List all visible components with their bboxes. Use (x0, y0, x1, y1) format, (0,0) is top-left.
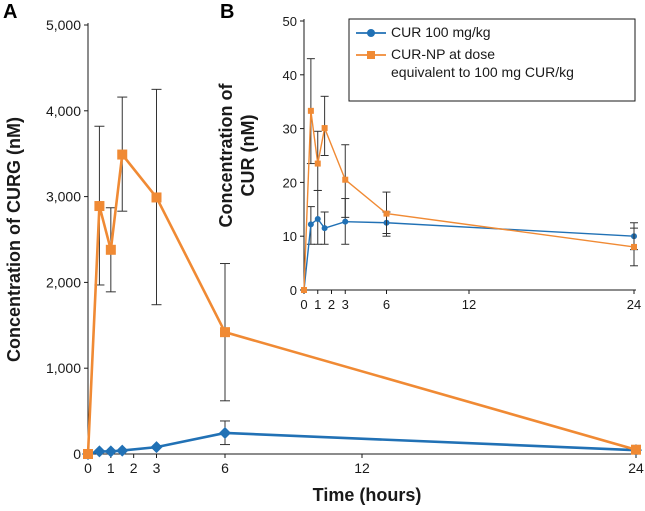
panel-b-x-tick-label: 6 (383, 297, 390, 312)
panel-b-legend-box (348, 18, 636, 102)
panel-a-y-tick-label: 3,000 (46, 189, 81, 205)
panel-a-data-point (105, 244, 116, 255)
panel-a-data-point (117, 149, 128, 160)
panel-a-x-tick-label: 24 (628, 460, 644, 476)
panel-a-y-axis-title: Concentration of CURG (nM) (4, 117, 24, 362)
panel-b-x-tick-label: 3 (342, 297, 349, 312)
panel-a-data-point (220, 327, 230, 338)
panel-a-data-point (83, 449, 93, 459)
panel-a-data-point (151, 192, 162, 203)
panel-b-y-tick-label: 10 (283, 229, 297, 244)
panel-a-data-point (104, 445, 117, 458)
panel-b-data-point (342, 218, 349, 225)
panel-b-x-tick-label: 1 (314, 297, 321, 312)
panel-a-data-point (150, 441, 163, 454)
panel-b-legend-entry: CUR 100 mg/kg (391, 24, 491, 40)
panel-b-y-tick-label: 50 (283, 14, 297, 29)
panel-a-y-tick-label: 5,000 (46, 17, 81, 33)
panel-b-legend-entry: equivalent to 100 mg CUR/kg (391, 64, 574, 80)
panel-b-y-tick-label: 0 (290, 283, 297, 298)
panel-b-data-point (307, 107, 314, 114)
panel-a-y-tick-label: 2,000 (46, 274, 81, 290)
panel-a-x-tick-label: 1 (107, 460, 115, 476)
panel-a-series-line (86, 151, 637, 455)
panel-b-legend-entry: CUR-NP at dose (391, 46, 495, 62)
panel-b-series-line (303, 217, 635, 291)
panel-a-series-np (83, 88, 641, 459)
panel-b-y-tick-label: 30 (283, 122, 297, 137)
panel-a-data-point (631, 444, 641, 455)
panel-a-data-point (116, 444, 129, 457)
panel-b-x-tick-label: 24 (627, 297, 641, 312)
panel-b-data-point (301, 287, 307, 293)
panel-b-data-point (307, 221, 314, 228)
panel-b-legend-swatch-marker (367, 29, 375, 37)
panel-a-x-tick-label: 12 (354, 460, 370, 476)
panel-b-data-point (631, 243, 637, 250)
panel-b-legend: CUR 100 mg/kg CUR-NP at dose equivalent to… (348, 18, 636, 102)
panel-b-legend-swatch-marker (367, 51, 375, 59)
panel-b-x-tick-label: 12 (462, 297, 476, 312)
panel-b-x-tick-label: 2 (328, 297, 335, 312)
panel-a-data-point (219, 426, 231, 439)
panel-b-label: B (220, 1, 234, 23)
panel-a-x-tick-label: 0 (84, 460, 92, 476)
panel-b-y-tick-label: 20 (283, 175, 297, 190)
panel-b-data-point (342, 176, 349, 183)
panel-b-data-point (314, 215, 321, 222)
panel-a-series-line (87, 431, 637, 456)
panel-a-data-point (93, 445, 106, 458)
panel-a-y-tick-label: 1,000 (46, 360, 81, 376)
panel-b-data-point (383, 210, 390, 217)
panel-b-data-point (321, 225, 328, 232)
panel-a-data-point (94, 201, 105, 212)
panel-a-x-axis-title: Time (hours) (313, 485, 422, 505)
panel-b-data-point (321, 125, 328, 132)
panel-a-y-tick-label: 4,000 (46, 103, 81, 119)
panel-b-y-axis-title: Concentration of (216, 83, 236, 228)
panel-b-y-axis-title: CUR (nM) (238, 115, 258, 197)
panel-a-x-tick-label: 3 (153, 460, 161, 476)
panel-b-series-line (303, 110, 635, 291)
panel-b-data-point (314, 160, 321, 167)
panel-a-label: A (3, 1, 17, 23)
panel-a-y-tick-label: 0 (73, 446, 81, 462)
panel-b-series-cur (301, 189, 638, 293)
panel-b-y-tick-label: 40 (283, 68, 297, 83)
panel-b-x-tick-label: 0 (300, 297, 307, 312)
panel-a-x-tick-label: 6 (221, 460, 229, 476)
panel-a-x-tick-label: 2 (130, 460, 138, 476)
panel-b-series-np (301, 58, 638, 293)
